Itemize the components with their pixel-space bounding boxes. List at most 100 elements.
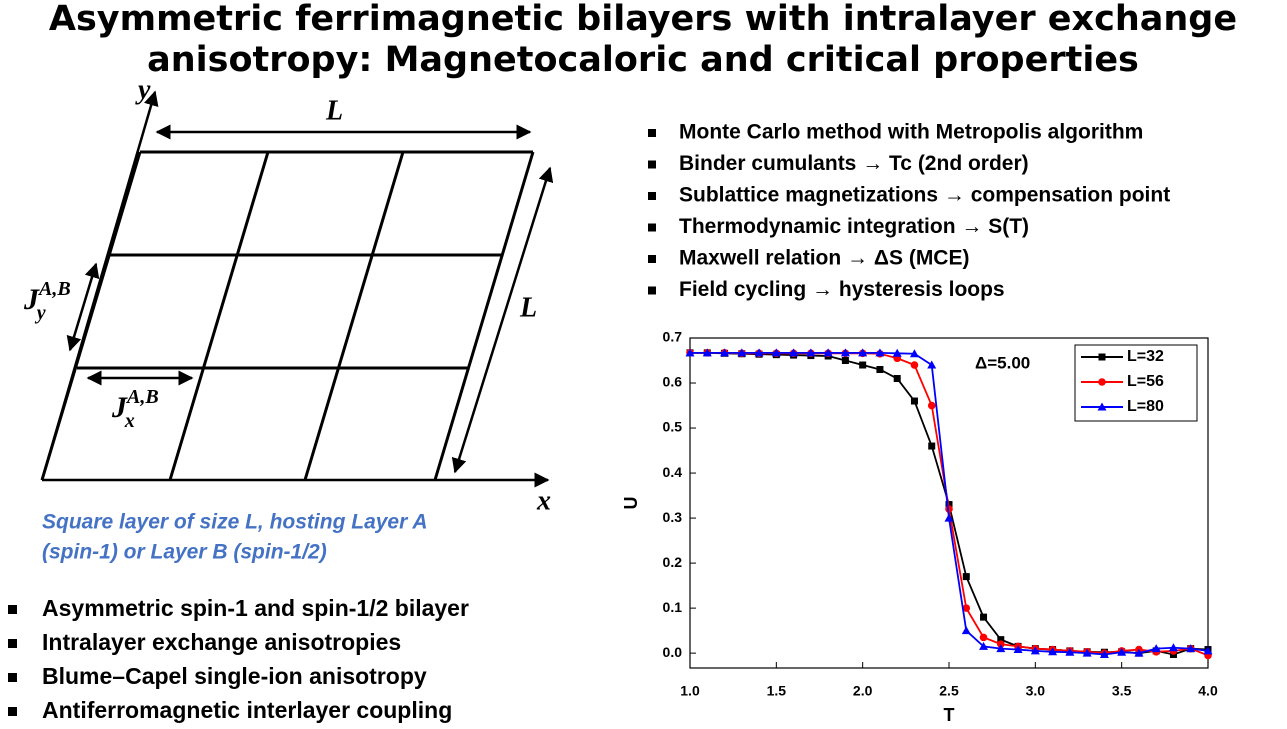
marker xyxy=(927,360,937,369)
y-tick-label: 0.2 xyxy=(663,554,683,570)
method-item: Maxwell relation → ΔS (MCE) xyxy=(679,247,969,270)
marker xyxy=(997,636,1005,644)
x-axis-label: T xyxy=(944,705,955,725)
marker xyxy=(1203,646,1213,655)
marker xyxy=(979,633,988,642)
marker xyxy=(1048,647,1058,656)
y-axis-label: U xyxy=(621,497,641,510)
caption: Square layer of size L, hosting Layer A xyxy=(42,511,428,534)
marker xyxy=(944,513,954,522)
y-tick-label: 0.6 xyxy=(663,374,683,390)
marker xyxy=(840,348,850,357)
marker xyxy=(1134,648,1144,657)
feature-item: Blume–Capel single-ion anisotropy xyxy=(42,663,427,689)
marker xyxy=(893,375,901,383)
marker xyxy=(858,348,868,357)
diagram-arrows xyxy=(40,90,554,488)
y-tick-label: 0.3 xyxy=(663,509,683,525)
marker xyxy=(720,348,730,357)
jx-label: JA,B x xyxy=(111,386,159,432)
bullet xyxy=(648,223,656,232)
marker xyxy=(962,604,971,612)
x-tick-label: 1.5 xyxy=(767,683,787,699)
marker xyxy=(789,348,799,357)
y-tick-label: 0.7 xyxy=(663,329,683,345)
marker xyxy=(685,348,695,357)
marker xyxy=(996,644,1006,653)
marker xyxy=(1065,647,1075,656)
marker xyxy=(702,348,712,357)
lattice-diagram xyxy=(40,150,535,481)
bullet xyxy=(648,129,656,137)
marker xyxy=(1097,402,1107,411)
title-line: anisotropy: Magnetocaloric and critical … xyxy=(147,40,1139,80)
legend-label: L=56 xyxy=(1127,373,1164,390)
legend-label: L=80 xyxy=(1127,398,1164,415)
feature-item: Antiferromagnetic interlayer coupling xyxy=(42,697,452,723)
marker xyxy=(910,361,919,369)
bullet xyxy=(648,192,656,200)
lists: Asymmetric spin-1 and spin-1/2 bilayer In… xyxy=(8,121,1170,723)
bullet xyxy=(8,673,17,682)
title-line: Asymmetric ferrimagnetic bilayers with i… xyxy=(49,0,1237,39)
bullet xyxy=(8,707,17,716)
size-label: L xyxy=(519,292,537,323)
feature-item: Asymmetric spin-1 and spin-1/2 bilayer xyxy=(42,595,469,621)
marker xyxy=(1030,646,1040,655)
y-tick-label: 0.1 xyxy=(663,599,683,615)
marker xyxy=(1082,648,1092,657)
method-item: Binder cumulants → Tc (2nd order) xyxy=(679,152,1029,175)
marker xyxy=(1013,645,1023,654)
caption: (spin-1) or Layer B (spin-1/2) xyxy=(42,541,327,564)
chart: 1.0 1.5 2.0 2.5 3.0 3.5 4.0 0.0 0.1 0.2 0.3 0.4 0.5 0… xyxy=(621,329,1218,725)
marker xyxy=(927,401,936,410)
size-label: L xyxy=(325,95,343,126)
x-tick-label: 2.0 xyxy=(853,683,873,699)
marker xyxy=(876,366,884,374)
method-item: Monte Carlo method with Metropolis algor… xyxy=(679,121,1143,144)
y-tick-label: 0.0 xyxy=(663,644,683,660)
marker xyxy=(961,626,971,635)
marker xyxy=(928,442,936,450)
marker xyxy=(962,573,970,581)
marker xyxy=(1098,378,1106,386)
x-tick-label: 2.5 xyxy=(939,683,959,699)
marker xyxy=(1186,644,1196,653)
bullet xyxy=(648,160,656,169)
marker xyxy=(892,348,902,357)
marker xyxy=(859,361,867,369)
x-tick-label: 4.0 xyxy=(1198,683,1218,699)
x-tick-label: 1.0 xyxy=(680,683,700,699)
bullet xyxy=(648,255,656,263)
marker xyxy=(841,357,849,365)
method-item: Thermodynamic integration → S(T) xyxy=(679,215,1029,238)
axis-y-label: y xyxy=(135,74,151,105)
marker xyxy=(980,613,988,621)
bullet xyxy=(8,639,17,648)
marker xyxy=(806,348,816,357)
bullet xyxy=(648,286,656,295)
y-tick-label: 0.5 xyxy=(663,419,683,435)
marker xyxy=(1099,649,1109,658)
marker xyxy=(875,348,885,357)
annotation: Δ=5.00 xyxy=(975,353,1030,372)
marker xyxy=(1098,353,1106,361)
marker xyxy=(979,641,989,650)
method-item: Sublattice magnetizations → compensation… xyxy=(679,184,1170,207)
bullet xyxy=(8,605,17,614)
marker xyxy=(1168,643,1178,652)
marker xyxy=(737,348,747,357)
marker xyxy=(1117,647,1127,656)
x-tick-label: 3.5 xyxy=(1112,683,1132,699)
marker xyxy=(910,397,918,405)
x-tick-label: 3.0 xyxy=(1026,683,1046,699)
marker xyxy=(823,348,833,357)
marker xyxy=(754,348,764,357)
feature-item: Intralayer exchange anisotropies xyxy=(42,629,401,655)
jy-label: JA,B y xyxy=(23,278,71,324)
legend-label: L=32 xyxy=(1127,348,1164,365)
marker xyxy=(771,348,781,357)
y-tick-label: 0.4 xyxy=(663,464,683,480)
marker xyxy=(909,349,919,358)
